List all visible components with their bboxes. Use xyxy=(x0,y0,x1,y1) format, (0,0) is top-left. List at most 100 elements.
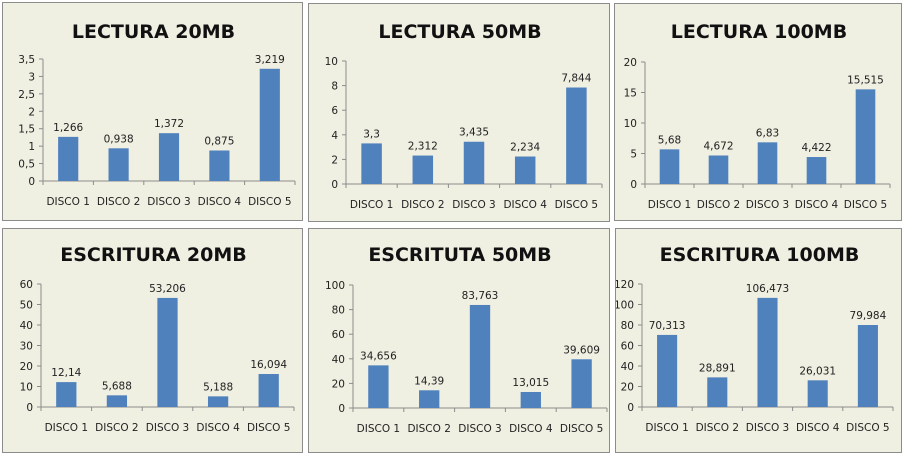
y-tick-label: 40 xyxy=(20,320,33,332)
data-label: 5,188 xyxy=(203,381,233,393)
chart-lectura-20mb: LECTURA 20MB 0 0,5 1 1,5 2 2,5 3 3,5 1,266 DISCO 1… xyxy=(18,21,296,208)
bar xyxy=(463,141,485,184)
x-tick-label: DISCO 2 xyxy=(697,199,740,211)
x-tick-label: DISCO 1 xyxy=(46,196,89,208)
bar xyxy=(520,391,541,408)
bar xyxy=(806,157,827,184)
chart-panel-lectura-50mb: LECTURA 50MB 0 2 4 6 8 10 3,3 DISCO 1 2,312 DISCO … xyxy=(308,3,610,222)
y-tick-label: 60 xyxy=(621,341,634,353)
bar xyxy=(419,390,440,408)
x-tick-label: DISCO 5 xyxy=(844,199,887,211)
y-tick-label: 10 xyxy=(325,56,338,68)
chart-title: ESCRITURA 20MB xyxy=(60,244,246,266)
data-label: 34,656 xyxy=(360,350,397,362)
y-tick-label: 3,5 xyxy=(18,54,35,66)
data-label: 13,015 xyxy=(512,377,549,389)
data-label: 4,422 xyxy=(801,142,831,154)
x-tick-label: DISCO 4 xyxy=(198,196,242,208)
bar xyxy=(757,142,778,184)
x-tick-label: DISCO 4 xyxy=(509,423,553,435)
bar xyxy=(108,148,129,181)
x-tick-label: DISCO 3 xyxy=(146,422,189,434)
chart-lectura-50mb: LECTURA 50MB 0 2 4 6 8 10 3,3 DISCO 1 2,312 DISCO … xyxy=(325,21,603,211)
x-tick-label: DISCO 3 xyxy=(147,196,190,208)
data-label: 1,266 xyxy=(53,122,83,134)
y-tick-label: 30 xyxy=(20,341,33,353)
data-label: 1,372 xyxy=(154,118,184,130)
x-tick-label: DISCO 1 xyxy=(645,422,688,434)
x-tick-label: DISCO 5 xyxy=(247,422,290,434)
chart-title: ESCRITURA 100MB xyxy=(660,244,860,266)
bar xyxy=(258,374,279,407)
data-label: 83,763 xyxy=(462,290,499,302)
bar xyxy=(412,155,434,184)
bar xyxy=(707,377,728,407)
bar xyxy=(855,89,876,184)
x-tick-label: DISCO 5 xyxy=(555,199,598,211)
data-label: 5,688 xyxy=(102,380,132,392)
chart-escritura-100mb: ESCRITURA 100MB 0 20 40 60 80 100 120 70,313 DISC… xyxy=(616,244,894,434)
y-tick-label: 8 xyxy=(331,81,338,93)
y-tick-label: 10 xyxy=(624,118,637,130)
data-label: 16,094 xyxy=(250,359,287,371)
y-tick-label: 20 xyxy=(332,378,345,390)
y-tick-label: 10 xyxy=(20,382,33,394)
x-tick-label: DISCO 5 xyxy=(560,423,603,435)
chart-panel-lectura-100mb: LECTURA 100MB 0 5 10 15 20 5,68 DISCO 1 4,672 DIS… xyxy=(614,3,902,221)
y-tick-label: 20 xyxy=(624,57,637,69)
bar xyxy=(158,133,180,181)
bar xyxy=(361,143,382,184)
y-tick-label: 2,5 xyxy=(18,89,35,101)
data-label: 12,14 xyxy=(51,367,81,379)
y-tick-label: 80 xyxy=(332,305,345,317)
y-tick-label: 20 xyxy=(621,382,634,394)
bar xyxy=(106,395,128,407)
bar xyxy=(56,382,77,407)
chart-panel-escritura-20mb: ESCRITURA 20MB 0 10 20 30 40 50 60 12,14 DISCO 1 5… xyxy=(2,228,303,453)
data-label: 5,68 xyxy=(658,134,681,146)
data-label: 0,938 xyxy=(104,133,134,145)
chart-title: ESCRITUTA 50MB xyxy=(368,244,551,266)
y-tick-label: 0 xyxy=(331,179,338,191)
x-tick-label: DISCO 1 xyxy=(648,199,691,211)
data-label: 2,312 xyxy=(408,141,438,153)
data-label: 2,234 xyxy=(510,142,540,154)
x-tick-label: DISCO 2 xyxy=(97,196,140,208)
y-tick-label: 100 xyxy=(616,300,634,312)
y-tick-label: 20 xyxy=(20,361,33,373)
y-tick-label: 0 xyxy=(627,402,634,414)
bar xyxy=(157,297,178,407)
y-tick-label: 60 xyxy=(20,279,33,291)
y-tick-label: 120 xyxy=(616,279,634,291)
x-tick-label: DISCO 2 xyxy=(696,422,739,434)
data-label: 0,875 xyxy=(204,136,234,148)
x-tick-label: DISCO 3 xyxy=(452,199,495,211)
x-tick-label: DISCO 2 xyxy=(401,199,444,211)
y-tick-label: 0 xyxy=(630,179,637,191)
x-tick-label: DISCO 2 xyxy=(407,423,450,435)
y-tick-label: 2 xyxy=(331,154,338,166)
data-label: 26,031 xyxy=(799,365,836,377)
y-tick-label: 0 xyxy=(338,403,345,415)
data-label: 4,672 xyxy=(703,141,733,153)
chart-panel-escritura-100mb: ESCRITURA 100MB 0 20 40 60 80 100 120 70,313 DISC… xyxy=(615,228,902,453)
data-label: 70,313 xyxy=(649,320,686,332)
y-tick-label: 0 xyxy=(28,176,35,188)
data-label: 53,206 xyxy=(149,283,186,295)
chart-title: LECTURA 20MB xyxy=(72,21,235,43)
x-tick-label: DISCO 5 xyxy=(248,196,291,208)
y-tick-label: 40 xyxy=(621,361,634,373)
x-tick-label: DISCO 3 xyxy=(458,423,501,435)
x-tick-label: DISCO 4 xyxy=(196,422,240,434)
bar xyxy=(708,155,729,184)
bar xyxy=(209,150,230,181)
data-label: 14,39 xyxy=(414,375,444,387)
chart-panel-lectura-20mb: LECTURA 20MB 0 0,5 1 1,5 2 2,5 3 3,5 1,266 DISCO 1… xyxy=(2,2,303,221)
y-tick-label: 2 xyxy=(28,106,35,118)
bar xyxy=(368,365,389,408)
y-tick-label: 50 xyxy=(20,300,33,312)
x-tick-label: DISCO 1 xyxy=(357,423,400,435)
bar xyxy=(857,325,878,407)
x-tick-label: DISCO 4 xyxy=(795,199,839,211)
x-tick-label: DISCO 1 xyxy=(45,422,88,434)
